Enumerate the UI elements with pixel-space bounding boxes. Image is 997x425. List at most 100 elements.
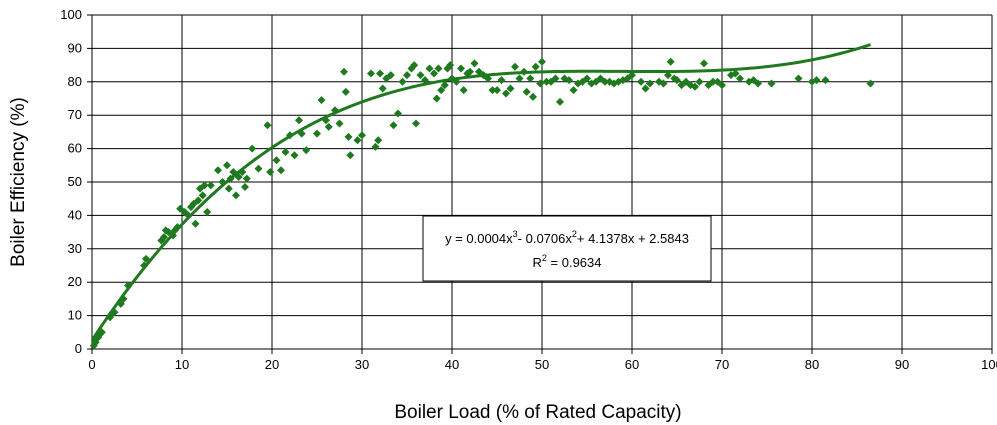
equation-exponent-3: 3	[513, 229, 518, 239]
scatter-points	[89, 57, 875, 350]
data-point	[421, 76, 429, 85]
data-point	[531, 62, 540, 71]
data-point	[353, 136, 362, 145]
y-tick-label: 80	[68, 74, 82, 89]
x-tick-label: 10	[175, 357, 189, 372]
data-point	[526, 74, 535, 83]
data-point	[344, 132, 353, 141]
data-point	[295, 116, 303, 125]
equation-box-frame	[422, 215, 712, 282]
y-tick-label: 0	[75, 341, 82, 356]
x-tick-label: 90	[895, 357, 909, 372]
data-point	[736, 74, 744, 83]
data-point	[641, 84, 650, 93]
data-point	[430, 69, 438, 78]
data-point	[551, 74, 560, 83]
data-point	[646, 79, 654, 88]
data-point	[601, 77, 609, 86]
data-point	[266, 167, 275, 176]
data-point	[437, 86, 446, 95]
data-point	[569, 86, 578, 95]
data-point	[160, 233, 168, 242]
equation-part-2: - 0.0706x	[518, 231, 573, 246]
data-point	[223, 161, 231, 170]
data-point	[536, 79, 545, 88]
data-point	[637, 77, 645, 86]
data-point	[341, 87, 350, 96]
data-point	[248, 144, 257, 153]
data-point	[659, 79, 668, 88]
data-point	[346, 151, 355, 160]
data-point	[440, 81, 449, 90]
data-point	[529, 92, 537, 101]
data-point	[224, 184, 233, 193]
data-point	[695, 77, 704, 86]
data-point	[241, 183, 249, 192]
equation-exponent-2: 2	[572, 229, 577, 239]
data-point	[324, 122, 333, 131]
data-point	[290, 151, 299, 160]
y-tick-label: 20	[68, 274, 82, 289]
data-point	[565, 76, 573, 85]
data-point	[281, 147, 290, 156]
data-point	[493, 86, 501, 95]
r-squared-r: R	[533, 255, 542, 270]
data-point	[142, 254, 150, 263]
data-point	[277, 166, 285, 175]
data-point	[556, 97, 564, 106]
y-tick-label: 60	[68, 141, 82, 156]
r-squared-value: = 0.9634	[547, 255, 602, 270]
data-point	[412, 119, 420, 128]
data-point	[242, 174, 251, 183]
y-tick-label: 70	[68, 107, 82, 122]
data-point	[358, 131, 366, 140]
data-point	[538, 57, 546, 66]
trendline-equation-box: y = 0.0004x3- 0.0706x2+ 4.1378x + 2.5843…	[422, 215, 712, 282]
data-point	[767, 79, 776, 88]
data-point	[378, 84, 387, 93]
data-point	[200, 181, 209, 190]
x-tick-label: 50	[535, 357, 549, 372]
data-point	[425, 64, 434, 73]
trendline	[90, 43, 871, 342]
data-point	[522, 87, 531, 96]
data-point	[794, 74, 803, 83]
data-point	[302, 146, 311, 155]
r-squared-text: R2 = 0.9634	[533, 253, 602, 270]
data-point	[367, 69, 375, 78]
data-point	[673, 76, 681, 85]
equation-text: y = 0.0004x3- 0.0706x2+ 4.1378x + 2.5843	[445, 229, 689, 246]
data-point	[394, 109, 402, 118]
y-tick-label: 90	[68, 40, 82, 55]
data-point	[628, 71, 636, 80]
x-tick-label: 30	[355, 357, 369, 372]
data-point	[403, 71, 411, 80]
data-point	[335, 119, 344, 128]
data-point	[386, 71, 395, 80]
x-tick-label: 60	[625, 357, 639, 372]
data-point	[666, 57, 675, 66]
equation-part-3: + 4.1378x + 2.5843	[577, 231, 689, 246]
data-point	[542, 77, 551, 86]
x-tick-label: 100	[981, 357, 997, 372]
data-point	[511, 62, 519, 71]
data-point	[466, 67, 474, 76]
data-point	[718, 81, 726, 90]
y-axis-title: Boiler Efficiency (%)	[8, 97, 29, 267]
data-point	[459, 86, 468, 95]
tick-labels: 0 10 20 30 40 50 60 70 80 90 100 0 10 20 30 40 50 60 70 80 9…	[60, 7, 997, 372]
data-point	[206, 181, 215, 190]
data-point	[709, 77, 717, 86]
data-point	[389, 121, 398, 130]
data-point	[497, 76, 506, 85]
data-point	[198, 191, 207, 200]
data-point	[313, 129, 321, 138]
x-tick-label: 70	[715, 357, 729, 372]
data-point	[191, 219, 200, 228]
y-tick-label: 100	[60, 7, 82, 22]
data-point	[502, 89, 510, 98]
grid-lines	[87, 14, 993, 354]
data-point	[376, 69, 384, 78]
